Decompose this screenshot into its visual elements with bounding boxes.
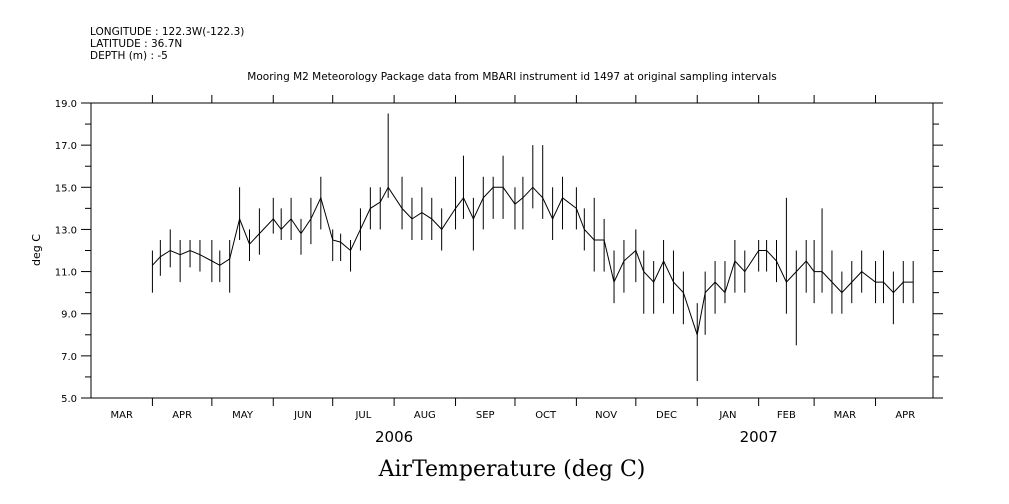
x-month-label: JUL xyxy=(354,410,371,421)
x-month-label: MAY xyxy=(232,410,254,421)
series-0 xyxy=(151,113,914,382)
x-month-label: FEB xyxy=(777,410,796,421)
y-axis-label: deg C xyxy=(30,234,43,266)
x-month-label: JUN xyxy=(293,410,312,421)
x-axis: MAR APR MAY JUN JUL AUG SEP OCT NOV DEC JAN FEB MAR A… xyxy=(110,95,915,446)
x-month-label: AUG xyxy=(414,410,436,421)
chart-title: Mooring M2 Meteorology Package data from… xyxy=(247,71,776,83)
x-axis-title: AirTemperature (deg C) xyxy=(378,457,646,482)
y-tick-label: 7.0 xyxy=(61,352,77,363)
x-month-label: MAR xyxy=(110,410,132,421)
data-line xyxy=(152,186,914,335)
latitude-label: LATITUDE : 36.7N xyxy=(90,38,182,50)
x-month-label: JAN xyxy=(718,410,736,421)
y-tick-label: 5.0 xyxy=(61,394,77,405)
x-month-label: DEC xyxy=(656,410,677,421)
y-tick-label: 17.0 xyxy=(55,141,77,152)
y-tick-label: 11.0 xyxy=(55,268,77,279)
y-tick-label: 13.0 xyxy=(55,225,77,236)
x-year-label: 2007 xyxy=(740,428,778,446)
longitude-label: LONGITUDE : 122.3W(-122.3) xyxy=(90,26,244,38)
x-month-label: NOV xyxy=(595,410,617,421)
x-year-label: 2006 xyxy=(375,428,413,446)
y-tick-label: 9.0 xyxy=(61,310,77,321)
x-month-label: SEP xyxy=(476,410,495,421)
series-group xyxy=(151,113,914,382)
x-month-label: APR xyxy=(172,410,192,421)
y-tick-label: 15.0 xyxy=(55,183,77,194)
y-axis: 5.0 7.0 9.0 11.0 13.0 15.0 17.0 19.0 xyxy=(55,99,943,405)
y-tick-label: 19.0 xyxy=(55,99,77,110)
x-month-label: OCT xyxy=(535,410,557,421)
x-month-label: APR xyxy=(895,410,915,421)
x-month-label: MAR xyxy=(834,410,856,421)
depth-label: DEPTH (m) : -5 xyxy=(90,50,168,62)
